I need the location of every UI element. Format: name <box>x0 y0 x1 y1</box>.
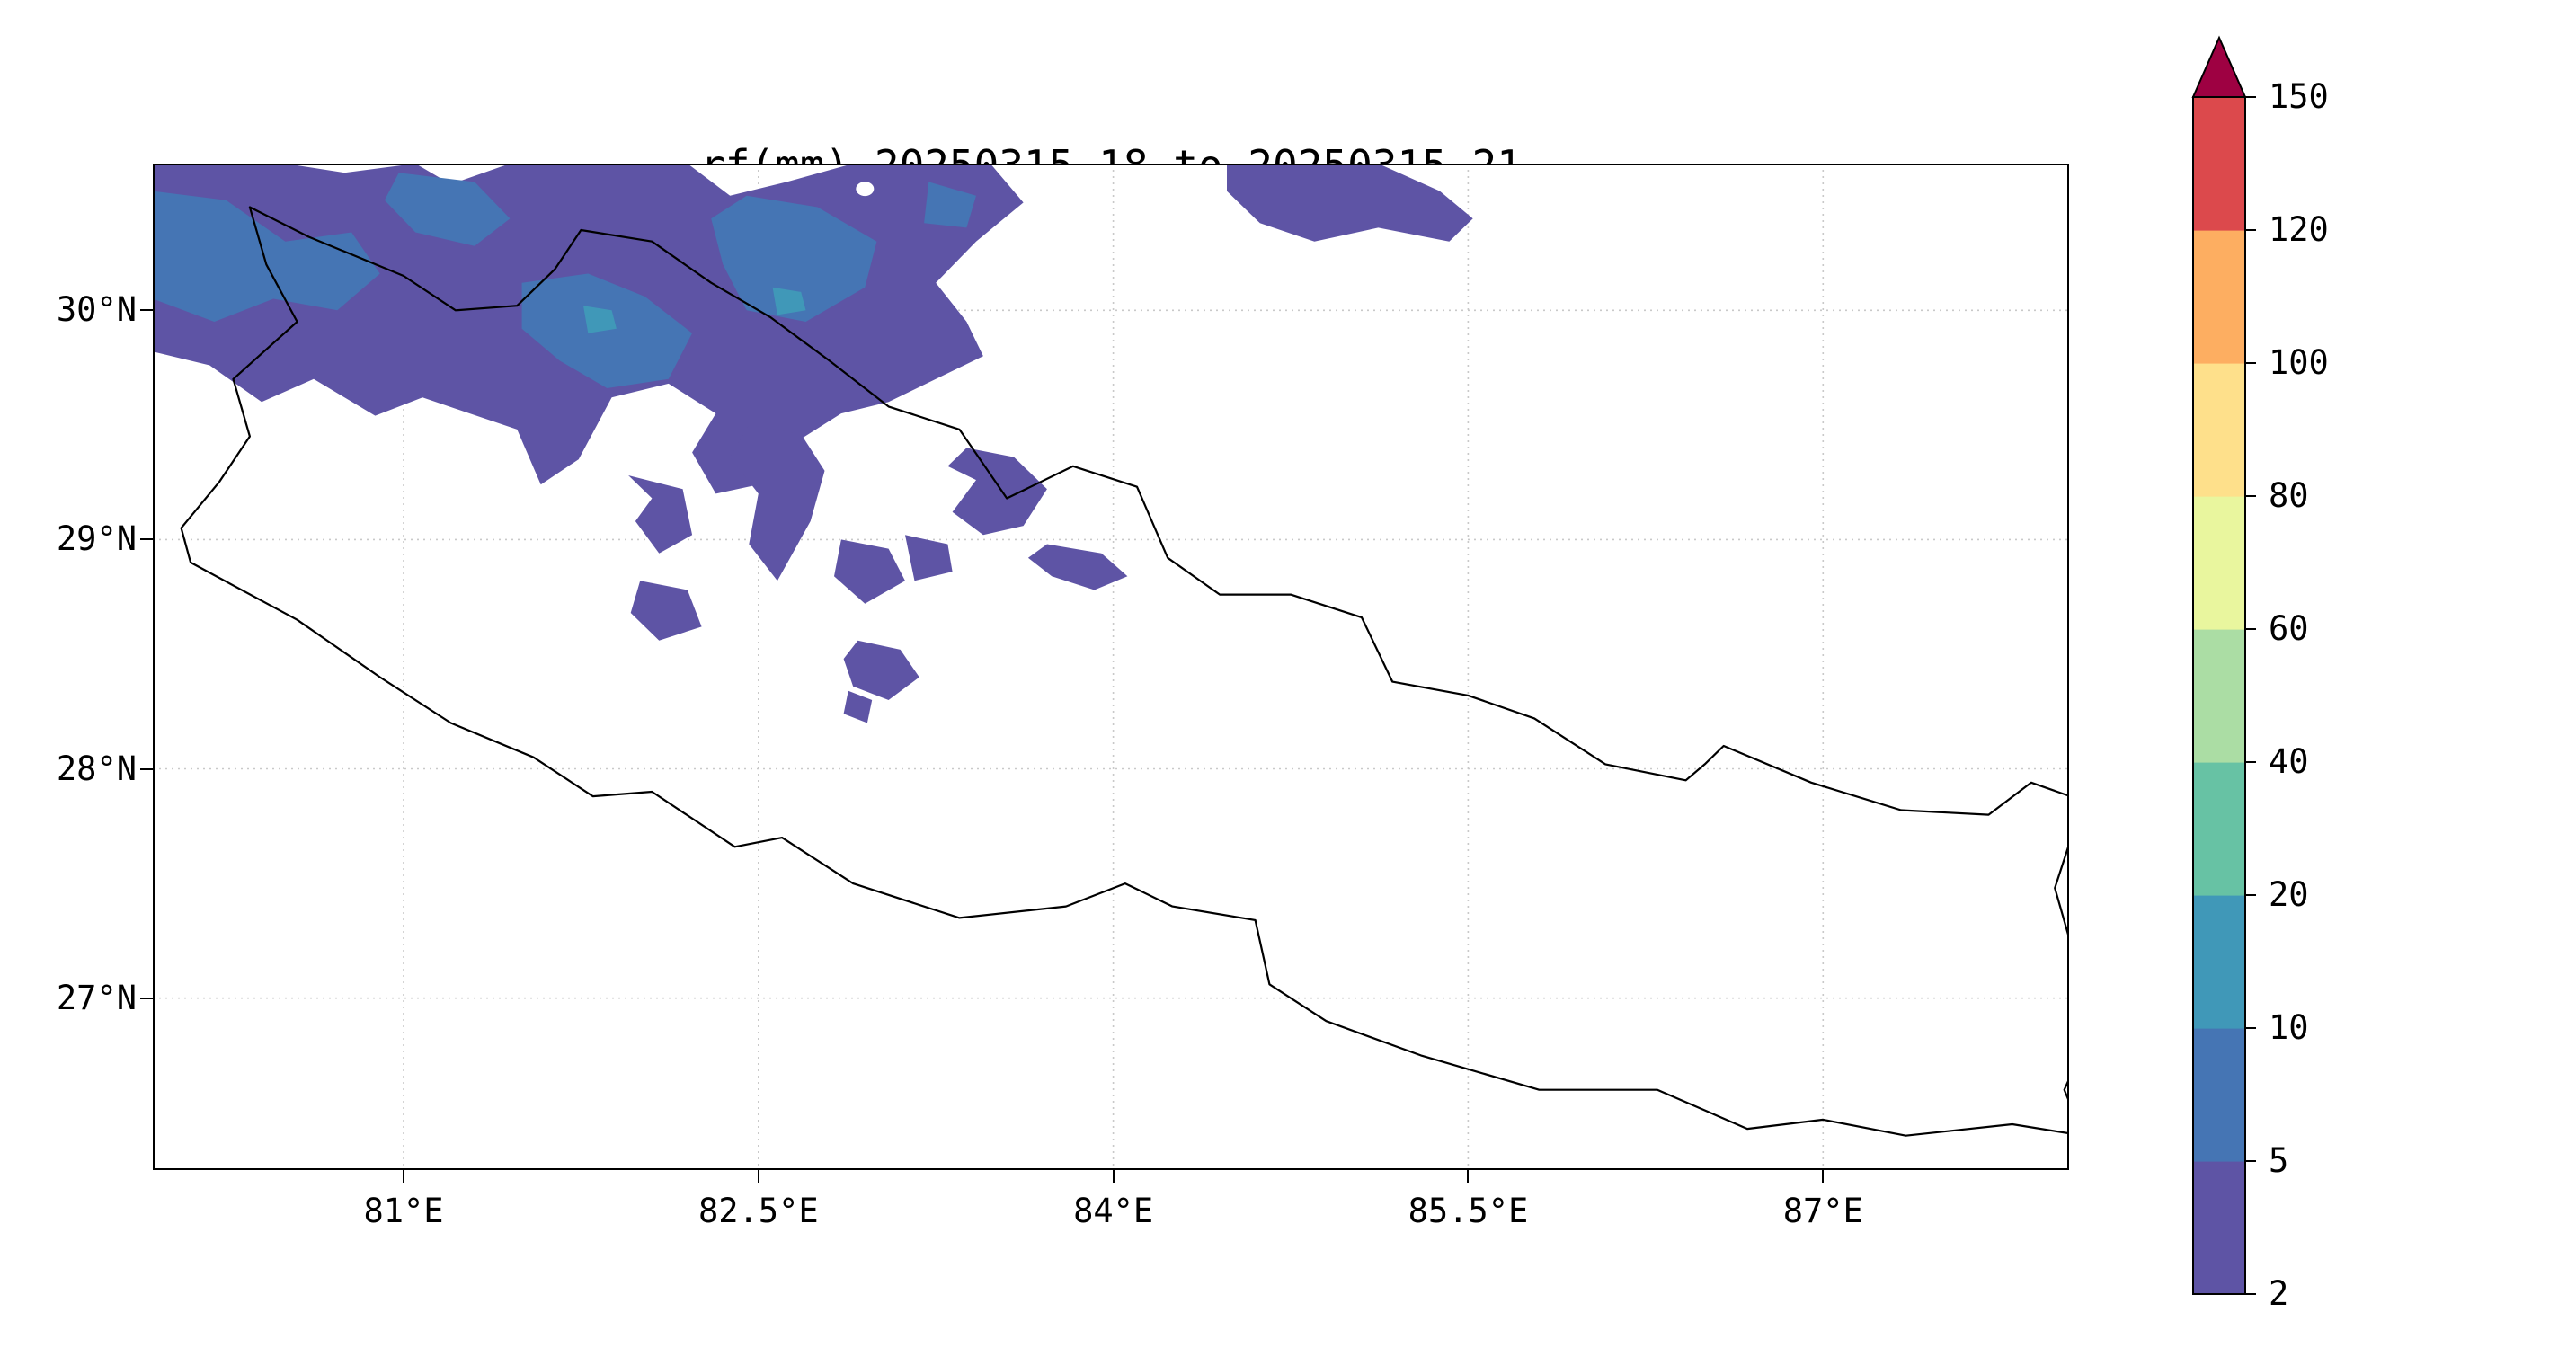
y-tick-label: 27°N <box>56 978 137 1017</box>
colorbar <box>2191 35 2256 1295</box>
x-tick-label: 85.5°E <box>1408 1192 1529 1230</box>
y-tick-label: 30°N <box>56 290 137 330</box>
x-tick-label: 82.5°E <box>697 1192 819 1230</box>
rain-region-5-10mm <box>924 182 976 228</box>
plot-frame <box>153 164 2069 1170</box>
rain-region-2-5mm <box>628 475 693 554</box>
colorbar-segment-40-60mm <box>2193 629 2245 763</box>
y-tick-mark <box>140 538 153 541</box>
colorbar-outline <box>2192 96 2246 1295</box>
rain-region-5-10mm <box>384 173 511 246</box>
rain-region-2-5mm <box>1227 164 1473 242</box>
colorbar-tick-label: 150 <box>2269 77 2329 116</box>
y-tick-mark <box>140 997 153 999</box>
colorbar-tick-label: 10 <box>2269 1008 2309 1047</box>
y-tick-label: 28°N <box>56 749 137 788</box>
rain-region-10-20mm <box>583 306 617 333</box>
colorbar-segment-20-40mm <box>2193 762 2245 896</box>
rain-region-5-10mm <box>521 273 693 388</box>
y-tick-mark <box>140 767 153 770</box>
rain-region-10-20mm <box>772 287 806 315</box>
colorbar-tick-label: 40 <box>2269 742 2309 781</box>
map-plot <box>153 164 2069 1170</box>
rain-region-2-5mm <box>630 581 702 641</box>
colorbar-segment-100-120mm <box>2193 230 2245 364</box>
x-tick-mark <box>403 1170 404 1183</box>
colorbar-segment-5-10mm <box>2193 1028 2245 1162</box>
rain-region-2-5mm <box>834 539 905 604</box>
rain-region-5-10mm <box>153 191 380 322</box>
colorbar-segment-60-80mm <box>2193 496 2245 630</box>
rain-region-2-5mm <box>843 690 873 723</box>
x-tick-mark <box>1112 1170 1115 1183</box>
colorbar-segment-10-20mm <box>2193 895 2245 1029</box>
x-tick-label: 84°E <box>1073 1192 1154 1230</box>
rain-region-2-5mm <box>843 640 919 700</box>
rain-hole <box>856 182 875 197</box>
colorbar-segment-80-100mm <box>2193 363 2245 497</box>
x-tick-mark <box>757 1170 759 1183</box>
colorbar-tick-label: 2 <box>2269 1274 2289 1313</box>
colorbar-over-arrow <box>2191 35 2247 98</box>
colorbar-tick-label: 5 <box>2269 1141 2289 1180</box>
y-tick-label: 29°N <box>56 519 137 559</box>
colorbar-segment-120-150mm <box>2193 97 2245 231</box>
x-tick-mark <box>1822 1170 1825 1183</box>
x-tick-mark <box>1467 1170 1470 1183</box>
rain-region-2-5mm <box>947 448 1047 536</box>
rain-region-2-5mm <box>1027 544 1128 590</box>
colorbar-tick-label: 20 <box>2269 875 2309 914</box>
rain-region-2-5mm <box>905 535 953 581</box>
nepal-border-outline <box>180 206 2069 1137</box>
colorbar-tick-label: 80 <box>2269 476 2309 515</box>
colorbar-segment-2-5mm <box>2193 1161 2245 1295</box>
rain-region-2-5mm <box>730 424 825 581</box>
colorbar-tick-label: 120 <box>2269 210 2329 249</box>
colorbar-tick-label: 100 <box>2269 343 2329 382</box>
x-tick-label: 87°E <box>1782 1192 1863 1230</box>
colorbar-tick-label: 60 <box>2269 609 2309 648</box>
x-tick-label: 81°E <box>363 1192 444 1230</box>
y-tick-mark <box>140 309 153 312</box>
rain-region-5-10mm <box>711 195 877 322</box>
